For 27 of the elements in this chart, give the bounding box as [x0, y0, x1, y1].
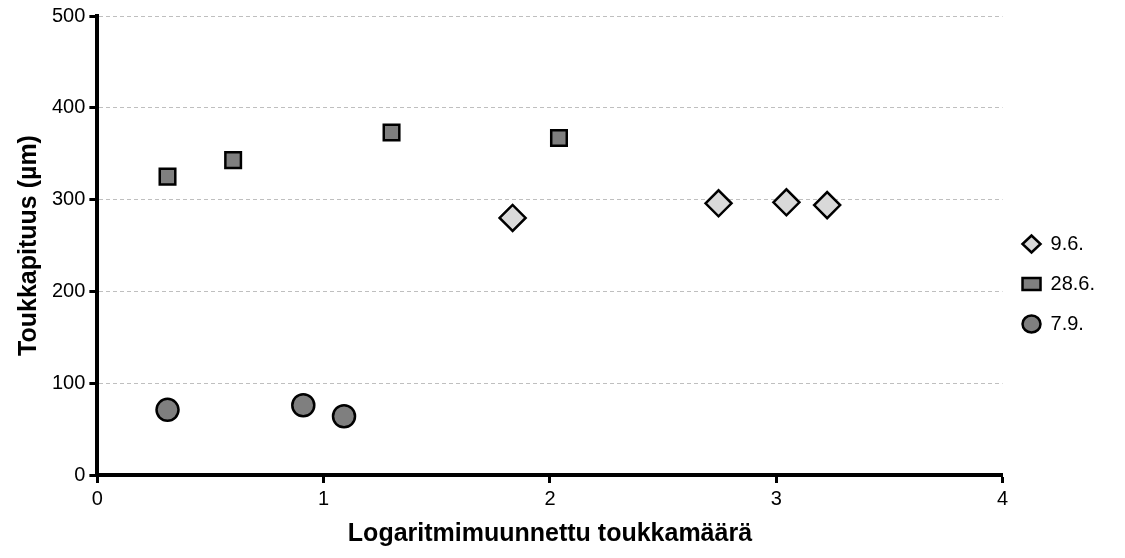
point	[704, 189, 733, 218]
point	[498, 203, 527, 233]
x-tick-label: 0	[91, 486, 103, 509]
point	[224, 151, 243, 170]
y-tick-label: 200	[51, 278, 86, 301]
point	[155, 397, 180, 423]
point	[382, 123, 401, 142]
point	[549, 129, 569, 148]
y-tick-label: 100	[51, 370, 86, 393]
legend-label: 28.6.	[1050, 271, 1095, 294]
y-axis-title: Toukkapituus (µm)	[12, 135, 41, 356]
point	[331, 404, 357, 429]
y-tick-label: 300	[51, 187, 86, 210]
x-axis-title: Logaritmimuunnettu toukkamäärä	[347, 517, 753, 546]
y-tick-label: 500	[51, 3, 86, 26]
legend-label: 7.9.	[1050, 311, 1084, 334]
y-tick-label: 0	[74, 462, 86, 485]
point	[158, 167, 177, 186]
x-tick-label: 1	[318, 486, 330, 509]
point	[772, 188, 801, 217]
legend-label: 9.6.	[1050, 231, 1084, 254]
point	[812, 190, 842, 220]
y-tick-label: 400	[51, 95, 86, 118]
x-tick-label: 4	[996, 486, 1009, 509]
point	[291, 392, 316, 418]
x-tick-label: 3	[770, 486, 782, 509]
x-tick-label: 2	[544, 486, 556, 509]
